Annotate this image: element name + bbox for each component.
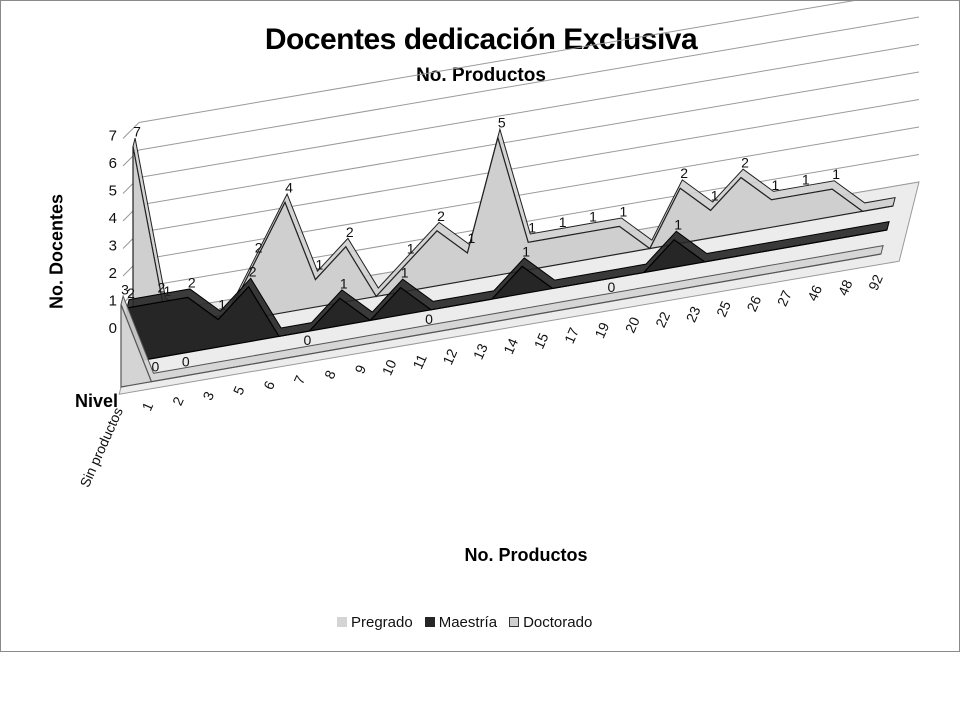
x-tick-label: 1 [139, 399, 157, 413]
data-label: 1 [316, 257, 324, 273]
depth-axis-label: Nivel [75, 391, 119, 411]
data-label: 4 [285, 179, 293, 195]
x-tick-label: 19 [591, 320, 612, 341]
x-tick-label: 13 [470, 341, 491, 362]
y-tick-label: 0 [109, 320, 117, 337]
x-tick-label: 26 [743, 293, 764, 314]
data-label: 1 [468, 230, 476, 246]
x-tick-label: 14 [500, 336, 521, 357]
data-label: 1 [407, 241, 415, 257]
data-label: 0 [304, 332, 312, 348]
x-tick-label: 12 [439, 346, 460, 367]
y-tick-label: 2 [109, 265, 117, 282]
gridline [138, 71, 920, 206]
data-label: 0 [182, 353, 190, 369]
y-tick-label: 1 [109, 293, 117, 310]
data-label: 1 [528, 219, 536, 235]
data-label: 1 [589, 209, 597, 225]
data-label: 1 [711, 187, 719, 203]
data-label: 2 [741, 155, 749, 171]
x-tick-label: 17 [561, 325, 582, 346]
data-label: 2 [680, 165, 688, 181]
x-tick-label: 8 [321, 367, 339, 381]
data-label: 2 [127, 285, 135, 301]
gridline [138, 44, 920, 178]
data-label: 1 [559, 214, 567, 230]
data-label: 1 [832, 166, 840, 182]
data-label: 2 [346, 224, 354, 240]
x-tick-label: Sin productos [77, 405, 126, 490]
data-label: 1 [218, 297, 226, 313]
series-1-area [126, 229, 888, 364]
x-tick-label: 22 [652, 309, 673, 330]
data-label: 1 [522, 243, 530, 259]
x-tick-label: 15 [531, 330, 552, 351]
x-tick-label: 92 [865, 272, 886, 293]
y-tick-label: 7 [109, 128, 117, 145]
data-label: 2 [158, 280, 166, 296]
data-label: 0 [608, 279, 616, 295]
legend-label-doctorado: Doctorado [523, 613, 593, 631]
data-label: 0 [425, 311, 433, 327]
data-label: 1 [401, 265, 409, 281]
data-label: 2 [188, 274, 196, 290]
legend-swatch-doctorado [509, 617, 520, 627]
y-tick-label: 6 [109, 155, 117, 172]
data-label: 1 [164, 283, 172, 299]
x-tick-label: 10 [379, 357, 400, 378]
gridline [138, 99, 920, 233]
chart-legend: Pregrado Maestría Doctorado [337, 611, 592, 633]
gridline [138, 1, 855, 123]
legend-swatch-pregrado [337, 617, 347, 627]
legend-swatch-maestria [424, 617, 435, 627]
data-label: 2 [255, 240, 263, 256]
x-tick-label: 9 [351, 362, 369, 376]
legend-item-maestria: Maestría [424, 613, 498, 631]
chart-frame: Docentes dedicación Exclusiva No. Produc… [0, 0, 960, 652]
data-label: 1 [674, 217, 682, 233]
x-tick-label: 11 [409, 352, 430, 372]
x-tick-label: 27 [774, 288, 795, 309]
x-tick-label: 46 [804, 282, 825, 303]
gridline [138, 16, 920, 151]
x-tick-label: 25 [713, 298, 734, 319]
data-label: 1 [772, 177, 780, 193]
series-0-area [120, 253, 882, 388]
x-tick-label: 23 [683, 304, 704, 325]
legend-item-pregrado: Pregrado [337, 614, 413, 631]
legend-label-pregrado: Pregrado [351, 613, 413, 631]
gridline-side [122, 122, 140, 139]
legend-item-doctorado: Doctorado [509, 614, 592, 631]
x-tick-label: 7 [291, 373, 309, 387]
x-axis-label: No. Productos [464, 545, 588, 565]
x-tick-label: 2 [169, 394, 187, 408]
x-tick-label: 6 [260, 378, 278, 392]
y-tick-label: 4 [109, 210, 117, 227]
data-label: 1 [802, 171, 810, 187]
x-tick-label: 3 [199, 389, 217, 403]
x-tick-label: 5 [230, 383, 248, 397]
y-tick-label: 5 [109, 183, 117, 200]
data-label: 2 [437, 208, 445, 224]
y-tick-label: 3 [109, 238, 117, 255]
data-label: 1 [340, 275, 348, 291]
data-label: 3 [121, 282, 129, 298]
chart-subtitle: No. Productos [416, 65, 546, 86]
data-label: 2 [249, 264, 257, 280]
data-label: 0 [152, 359, 160, 375]
data-label: 7 [133, 124, 141, 140]
data-label: 5 [498, 115, 506, 131]
x-tick-label: 48 [835, 277, 856, 298]
x-tick-label: 20 [622, 314, 643, 335]
data-label: 1 [620, 203, 628, 219]
legend-label-maestria: Maestría [438, 613, 498, 631]
